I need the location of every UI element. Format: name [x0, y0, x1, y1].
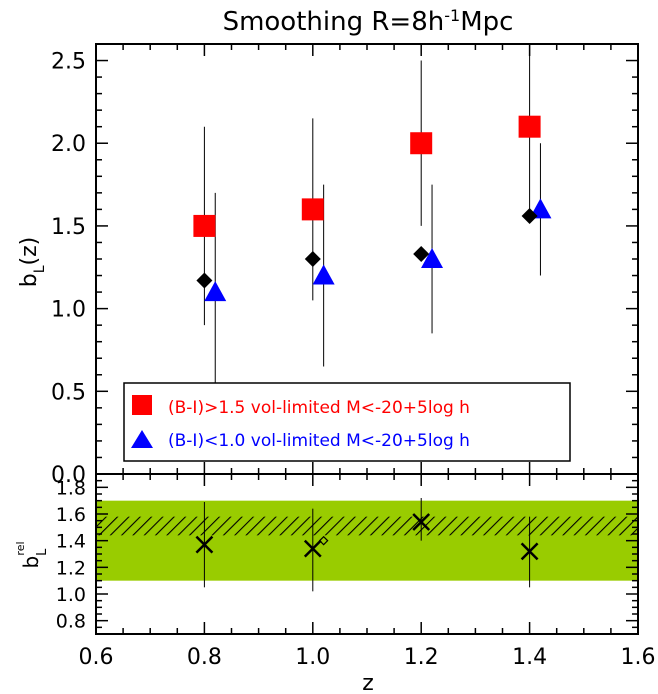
point-diamond-open [318, 535, 329, 546]
y-tick-label: 1.0 [51, 298, 86, 323]
point-x [412, 513, 431, 531]
top-error-bars [203, 44, 541, 392]
point-diamond [521, 208, 538, 224]
point-x [195, 535, 214, 554]
point-triangle [204, 281, 227, 302]
y-tick-label: 1.6 [56, 504, 86, 526]
y-tick-label: 1.2 [56, 557, 86, 579]
legend: (B-I)>1.5 vol-limited M<-20+5log h (B-I)… [123, 382, 571, 462]
x-tick-label: 1.2 [404, 645, 439, 670]
y-tick-label: 1.8 [56, 477, 86, 499]
y-tick-label: 0.5 [51, 380, 86, 405]
legend-label-red: (B-I)>1.5 vol-limited M<-20+5log h [168, 398, 470, 418]
bottom-markers [195, 513, 539, 561]
point-x [520, 542, 539, 561]
x-tick-label: 1.4 [512, 645, 547, 670]
band-hatched [96, 516, 638, 536]
legend-box [123, 382, 571, 462]
point-square [301, 198, 324, 221]
bottom-y-tick-labels: 0.8 1.0 1.2 1.4 1.6 1.8 [56, 477, 86, 632]
top-markers [193, 115, 552, 302]
point-diamond [413, 246, 430, 263]
reference-bands [96, 500, 638, 581]
y-tick-label: 1.4 [56, 531, 86, 553]
point-square [193, 214, 216, 237]
top-y-tick-labels: 0.0 0.5 1.0 1.5 2.0 2.5 [51, 50, 86, 488]
point-triangle [312, 264, 335, 285]
point-triangle [421, 248, 444, 268]
x-tick-labels: 0.6 0.8 1.0 1.2 1.4 1.6 [79, 645, 656, 670]
y-tick-label: 1.5 [51, 215, 86, 240]
legend-label-blue: (B-I)<1.0 vol-limited M<-20+5log h [168, 431, 470, 451]
y-tick-label: 1.0 [56, 584, 86, 606]
point-square [518, 115, 541, 138]
point-diamond [304, 251, 321, 267]
y-tick-label: 0.8 [56, 611, 86, 633]
x-tick-label: 0.8 [187, 645, 222, 670]
top-ticks [95, 43, 639, 475]
y-tick-label: 2.0 [51, 132, 86, 157]
point-x [303, 539, 322, 558]
x-axis-label: z [362, 671, 374, 694]
y-tick-label: 2.5 [51, 50, 86, 75]
bottom-y-axis-label: bLrel [14, 541, 50, 568]
band-solid [96, 500, 638, 581]
y-tick-label: 0.0 [51, 463, 86, 488]
top-y-axis-label: bL(z) [17, 237, 48, 288]
x-tick-label: 1.6 [621, 645, 656, 670]
x-tick-label: 1.0 [295, 645, 330, 670]
x-tick-label: 0.6 [79, 645, 114, 670]
chart-title: Smoothing R=8h-1Mpc [223, 6, 514, 38]
point-square [410, 132, 433, 155]
legend-marker-red-square [132, 395, 152, 415]
legend-marker-blue-triangle [131, 430, 153, 448]
bottom-ticks [95, 473, 639, 635]
point-diamond [196, 272, 213, 289]
